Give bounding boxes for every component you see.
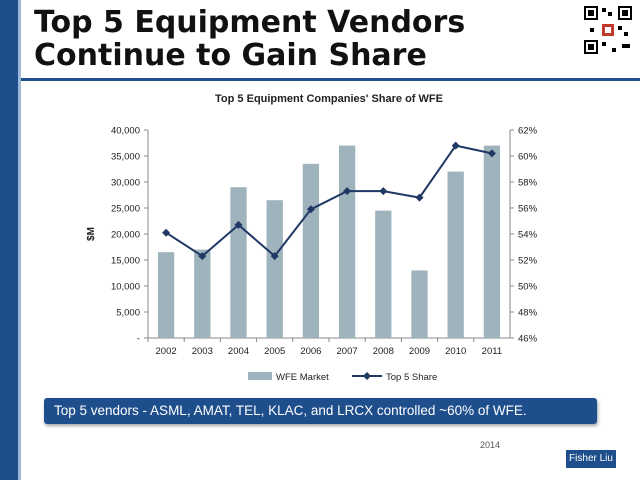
left-accent-bar	[0, 0, 18, 480]
y-tick-right-label: 56%	[518, 204, 538, 215]
point-top5-share	[234, 220, 243, 229]
point-top5-share	[198, 252, 207, 261]
y-axis-label: $M	[86, 227, 97, 241]
y-tick-right-label: 60%	[518, 152, 538, 163]
y-tick-left-label: 10,000	[111, 282, 140, 293]
x-tick-label: 2011	[482, 346, 502, 357]
legend-label-wfe-market: WFE Market	[276, 372, 329, 383]
y-tick-left-label: 15,000	[111, 256, 140, 267]
title-divider	[21, 78, 640, 81]
y-tick-right-label: 54%	[518, 230, 538, 241]
x-tick-label: 2006	[300, 346, 321, 357]
y-tick-right-label: 48%	[518, 308, 538, 319]
bar-wfe-market	[194, 249, 211, 338]
point-top5-share	[487, 149, 496, 158]
point-top5-share	[451, 141, 460, 150]
x-tick-label: 2004	[228, 346, 249, 357]
qr-code-icon	[582, 4, 634, 56]
x-tick-label: 2007	[337, 346, 358, 357]
bar-wfe-market	[447, 171, 464, 338]
bar-wfe-market	[266, 200, 283, 338]
chart-area: Top 5 Equipment Companies' Share of WFE -…	[60, 84, 580, 394]
y-tick-right-label: 58%	[518, 178, 538, 189]
y-tick-left-label: 30,000	[111, 178, 140, 189]
bar-wfe-market	[411, 270, 428, 338]
y-tick-right-label: 50%	[518, 282, 538, 293]
left-accent-stripe	[18, 0, 21, 480]
wfe-share-chart: Top 5 Equipment Companies' Share of WFE -…	[86, 93, 538, 383]
bar-wfe-market	[375, 210, 392, 338]
x-tick-label: 2003	[192, 346, 213, 357]
point-top5-share	[343, 187, 352, 196]
legend-swatch-wfe-market	[248, 372, 272, 380]
x-tick-label: 2008	[373, 346, 394, 357]
y-tick-left-label: 5,000	[116, 308, 140, 319]
footer-text: 2014	[480, 440, 501, 450]
summary-banner: Top 5 vendors - ASML, AMAT, TEL, KLAC, a…	[44, 398, 597, 424]
chart-title: Top 5 Equipment Companies' Share of WFE	[215, 93, 443, 105]
y-tick-right-label: 62%	[518, 126, 538, 137]
y-tick-right-label: 52%	[518, 256, 538, 267]
x-tick-label: 2010	[445, 346, 466, 357]
x-tick-label: 2005	[264, 346, 285, 357]
y-tick-left-label: 35,000	[111, 152, 140, 163]
point-top5-share	[379, 187, 388, 196]
y-tick-left-label: 20,000	[111, 230, 140, 241]
y-tick-left-label: 25,000	[111, 204, 140, 215]
legend-label-top5-share: Top 5 Share	[386, 372, 437, 383]
line-top5-share	[165, 144, 493, 258]
bar-wfe-market	[302, 163, 320, 338]
bar-wfe-market	[230, 187, 247, 338]
x-tick-label: 2002	[156, 346, 177, 357]
y-tick-left-label: 40,000	[111, 126, 140, 137]
point-top5-share	[162, 228, 171, 237]
y-tick-right-label: 46%	[518, 334, 538, 345]
y-tick-left-label: -	[137, 334, 140, 345]
point-top5-share	[270, 252, 279, 261]
bar-wfe-market	[483, 145, 501, 338]
legend-marker-top5-share	[363, 372, 371, 380]
bar-wfe-market	[157, 252, 175, 338]
author-badge: Fisher Liu	[566, 450, 616, 468]
x-tick-label: 2009	[409, 346, 430, 357]
point-top5-share	[306, 205, 315, 214]
slide-title: Top 5 Equipment Vendors Continue to Gain…	[34, 5, 466, 73]
bar-wfe-market	[338, 145, 356, 338]
point-top5-share	[415, 193, 424, 202]
